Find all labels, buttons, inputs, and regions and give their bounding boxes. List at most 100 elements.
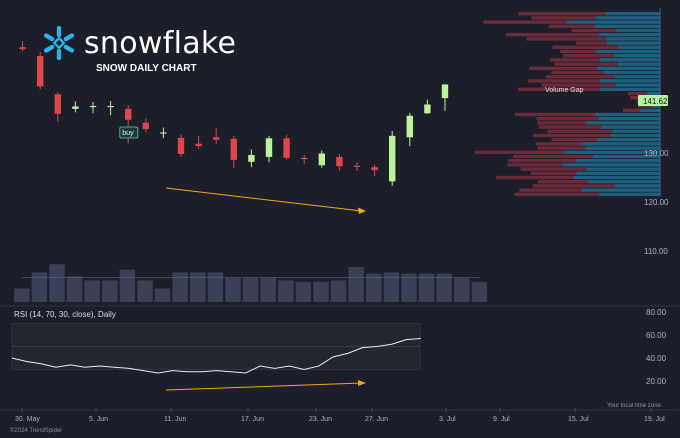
candle-body: [301, 157, 308, 160]
candle-body: [336, 156, 343, 167]
x-tick-label: 17. Jun: [241, 416, 264, 423]
buy-signal-badge: [119, 126, 139, 139]
volume-profile-bar-up: [575, 159, 660, 163]
x-tick-label: 9. Jul: [493, 416, 510, 423]
volume-profile-bar-down: [495, 175, 574, 180]
volume-bar: [14, 288, 30, 302]
volume-gap-label: Volume Gap: [545, 87, 584, 94]
x-tick-label: 19. Jul: [644, 416, 665, 423]
volume-bar: [313, 281, 329, 302]
volume-profile-bar-up: [564, 150, 660, 154]
volume-profile-bar-up: [613, 54, 660, 58]
volume-profile-bar-down: [549, 58, 600, 62]
volume-profile-bar-up: [646, 91, 660, 96]
x-tick-label: 23. Jun: [309, 416, 332, 423]
volume-profile-bar-down: [545, 75, 615, 79]
volume-bar: [383, 272, 400, 302]
candle-body: [230, 138, 237, 160]
volume-bar: [207, 272, 224, 302]
volume-profile-bar-down: [535, 142, 581, 146]
volume-bar: [436, 273, 452, 302]
candlestick-series: [19, 41, 449, 186]
rsi-panel: [11, 323, 421, 374]
candle-body: [195, 143, 202, 147]
rsi-tick-label: 20.00: [646, 377, 667, 386]
volume-bar: [278, 280, 294, 302]
volume-bar: [454, 277, 470, 302]
candle-body: [37, 55, 44, 87]
volume-bar: [295, 281, 312, 302]
volume-profile-bar-up: [615, 28, 660, 33]
brand-logo: snowflake: [40, 24, 236, 62]
x-tick-label: 11. Jun: [164, 416, 187, 423]
volume-profile-bar-down: [551, 138, 598, 142]
volume-profile-bar-down: [513, 154, 593, 159]
brand-wordmark: snowflake: [84, 25, 237, 61]
volume-profile-bar-up: [586, 167, 660, 171]
volume-bar: [66, 276, 83, 302]
rsi-tick-label: 80.00: [646, 308, 667, 317]
volume-profile-bar-down: [554, 62, 618, 66]
volume-profile-bar-up: [610, 133, 660, 138]
volume-profile-bar-up: [562, 163, 660, 167]
volume-profile-bar-down: [527, 79, 600, 83]
volume-profile-bar-down: [519, 188, 582, 192]
volume-bar: [366, 273, 382, 302]
volume-bar: [154, 288, 171, 302]
volume-profile-bar-up: [595, 112, 660, 117]
volume-profile-bar-up: [599, 79, 660, 83]
volume-profile-bar-up: [594, 24, 660, 28]
volume-profile-bar-down: [518, 12, 606, 16]
volume-profile-bar-up: [598, 33, 660, 37]
volume-profile-bar-down: [628, 91, 647, 96]
candle-body: [424, 104, 431, 114]
volume-profile-bar-down: [515, 112, 596, 117]
candle-body: [125, 108, 132, 120]
volume-profile-bar-down: [483, 20, 567, 24]
candle-body: [160, 132, 167, 134]
candle-body: [54, 94, 61, 114]
volume-profile-bar-up: [585, 146, 660, 150]
candle-body: [265, 138, 273, 157]
candle-body: [89, 105, 97, 108]
volume-bar: [401, 273, 417, 302]
x-tick-label: 27. Jun: [365, 416, 388, 423]
candle-body: [389, 135, 396, 182]
volume-profile-bar-up: [566, 20, 660, 24]
volume-profile-bar-down: [575, 41, 607, 45]
price-divergence-line: [165, 187, 363, 212]
volume-profile-bar-up: [576, 171, 660, 175]
volume-profile-bar-down: [474, 150, 565, 154]
last-price-value: 141.62: [643, 97, 668, 106]
candle-body: [318, 153, 325, 166]
copyright-text: ©2024 TrendSpider: [10, 428, 63, 434]
volume-profile-bar-down: [537, 180, 589, 184]
x-tick-label: 15. Jul: [568, 416, 589, 423]
volume-profile-bar-down: [514, 192, 600, 196]
volume-bar: [137, 280, 153, 302]
candle-body: [283, 138, 290, 158]
volume-profile-bar-down: [551, 70, 605, 75]
volume-bar: [84, 280, 100, 302]
volume-profile-bar-down: [541, 83, 616, 87]
rsi-divergence-arrowhead: [358, 380, 366, 386]
volume-profile-bar-up: [639, 108, 660, 112]
x-tick-label: 3. Jul: [439, 416, 456, 423]
volume-profile-bar-down: [533, 133, 611, 138]
rsi-tick-label: 60.00: [646, 331, 667, 340]
volume-bar: [242, 277, 259, 302]
volume-profile-bar-up: [573, 175, 660, 180]
volume-profile-bar-up: [596, 66, 660, 70]
candle-body: [371, 167, 378, 171]
candle-body: [177, 137, 185, 154]
volume-profile-bar-up: [592, 154, 660, 159]
candle-body: [353, 165, 361, 167]
volume-profile-bar-down: [637, 104, 652, 108]
volume-profile-bar-up: [606, 37, 660, 41]
volume-profile-bar-down: [629, 96, 643, 100]
snowflake-icon: [43, 25, 75, 61]
volume-profile-bar-up: [595, 16, 660, 20]
volume-profile-bar-up: [604, 70, 660, 75]
volume-bar: [49, 264, 65, 302]
volume-bar: [348, 266, 364, 302]
